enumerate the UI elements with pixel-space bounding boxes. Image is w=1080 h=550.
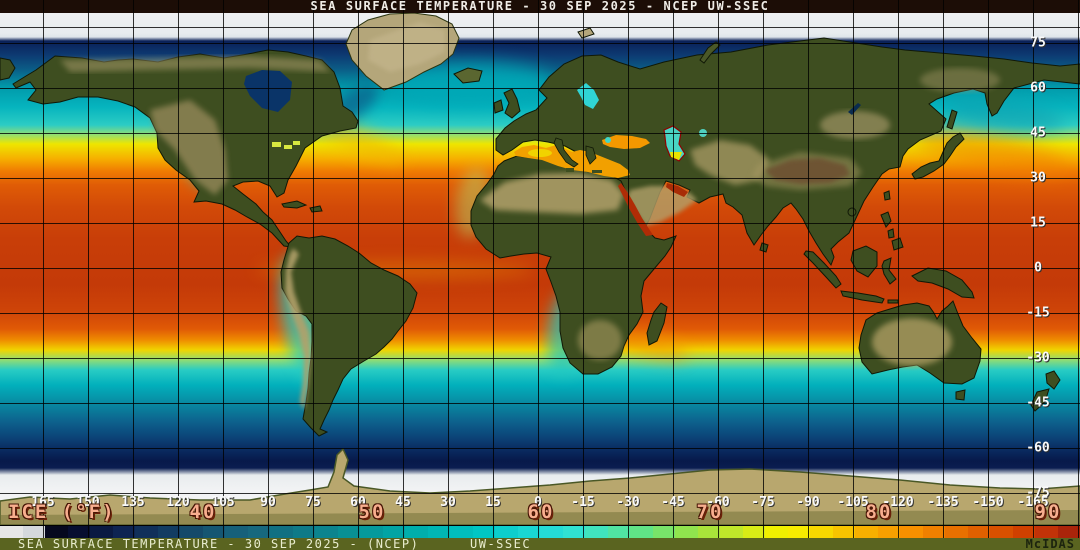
ireland [493, 99, 504, 114]
page-title: SEA SURFACE TEMPERATURE - 30 SEP 2025 - … [310, 0, 770, 13]
world-map [0, 13, 1080, 525]
longitude-label: -150 [972, 495, 1004, 510]
colorbar-segment [562, 526, 585, 538]
colorbar-segment [742, 526, 765, 538]
cuba [281, 200, 308, 209]
hainan [847, 207, 857, 217]
footer-bar: SEA SURFACE TEMPERATURE - 30 SEP 2025 - … [0, 538, 1080, 550]
colorbar-segment [720, 526, 743, 538]
kalahari-desert [578, 320, 622, 360]
colorbar-segment [675, 526, 698, 538]
ice-scale-label: ICE (°F) [8, 501, 116, 523]
temperature-scale-label: 90 [1034, 501, 1062, 523]
latitude-label: 15 [1030, 215, 1046, 231]
latitude-label: -15 [1026, 305, 1050, 321]
hispaniola [309, 205, 323, 213]
sri-lanka [759, 242, 769, 253]
latitude-label: 75 [1030, 35, 1046, 51]
colorbar-segment [832, 526, 855, 538]
colorbar-segment [585, 526, 608, 538]
temperature-scale-label: 40 [189, 501, 217, 523]
latitude-label: 60 [1030, 80, 1046, 96]
temperature-scale-label: 70 [696, 501, 724, 523]
longitude-label: 90 [260, 495, 276, 510]
sakhalin [946, 109, 958, 130]
longitude-label: 120 [166, 495, 190, 510]
sicily [566, 168, 574, 172]
longitude-label: 15 [485, 495, 501, 510]
gobi-desert [820, 111, 890, 139]
crete [592, 170, 602, 173]
iceland [453, 67, 483, 84]
colorbar-segment [540, 526, 563, 538]
latitude-label: -45 [1026, 395, 1050, 411]
colorbar-segment [810, 526, 833, 538]
colorbar-segment [607, 526, 630, 538]
sulawesi [881, 257, 897, 285]
longitude-label: -75 [751, 495, 775, 510]
latitude-label: 45 [1030, 125, 1046, 141]
colorbar-segment [967, 526, 990, 538]
new-guinea [911, 267, 975, 299]
longitude-label: -105 [837, 495, 869, 510]
philippines-mindanao [891, 237, 904, 251]
longitude-label: -90 [796, 495, 820, 510]
temperature-scale-label: 50 [358, 501, 386, 523]
continents-svg [0, 13, 1080, 525]
java [840, 290, 885, 304]
longitude-label: 45 [395, 495, 411, 510]
colorbar-segment [652, 526, 675, 538]
madagascar [646, 302, 668, 346]
colorbar-segment [697, 526, 720, 538]
mcidas-brand-label: McIDAS [1025, 537, 1075, 550]
chukotka-west [0, 57, 16, 81]
longitude-label: -30 [616, 495, 640, 510]
longitude-label: -45 [661, 495, 685, 510]
outback-desert [872, 318, 952, 366]
latitude-label: 0 [1034, 260, 1042, 276]
footer-product-text: SEA SURFACE TEMPERATURE - 30 SEP 2025 - … [18, 537, 420, 550]
new-zealand-north [1045, 370, 1061, 390]
svalbard [577, 27, 595, 39]
latitude-label: 30 [1030, 170, 1046, 186]
latitude-label: -60 [1026, 440, 1050, 456]
tasmania [955, 389, 966, 401]
temperature-scale-label: 60 [527, 501, 555, 523]
longitude-label: -15 [571, 495, 595, 510]
longitude-label: 30 [440, 495, 456, 510]
great-britain [503, 88, 521, 119]
philippines-visayas [887, 228, 895, 239]
sumatra [803, 250, 842, 289]
latitude-label: -30 [1026, 350, 1050, 366]
colorbar-segment [427, 526, 450, 538]
longitude-label: 135 [121, 495, 145, 510]
colorbar-segment [945, 526, 968, 538]
temperature-scale-label: 80 [865, 501, 893, 523]
colorbar-segment [922, 526, 945, 538]
colorbar-segment [787, 526, 810, 538]
colorbar-segment [855, 526, 878, 538]
longitude-label: -135 [927, 495, 959, 510]
aral-sea [699, 129, 707, 137]
colorbar-segment [765, 526, 788, 538]
colorbar-segment [877, 526, 900, 538]
footer-source-text: UW-SSEC [470, 537, 532, 550]
colorbar-segment [630, 526, 653, 538]
colorbar-segment [990, 526, 1013, 538]
west-med-yellow [528, 149, 552, 157]
longitude-label: 75 [305, 495, 321, 510]
black-sea-cool-spot [605, 137, 611, 143]
borneo [850, 245, 878, 278]
philippines-luzon [880, 211, 892, 228]
siberia-tan [920, 68, 1000, 92]
colorbar-segment [900, 526, 923, 538]
taiwan [883, 190, 891, 201]
lesser-sunda [887, 299, 899, 304]
